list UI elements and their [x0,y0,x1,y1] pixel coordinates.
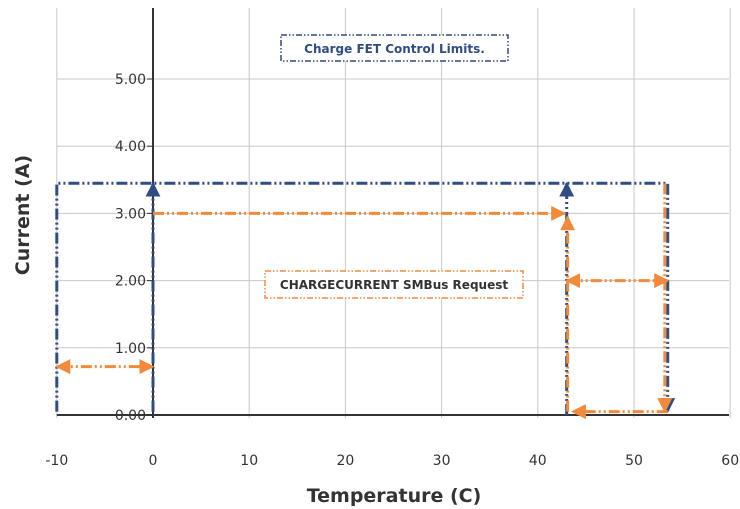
y-tick-label: 0.00 [115,408,146,424]
x-tick-label: 40 [529,453,547,469]
annotation-request: CHARGECURRENT SMBus Request [265,271,523,298]
y-tick-label: 1.00 [115,341,146,357]
y-tick-label: 2.00 [115,274,146,290]
y-tick-label: 4.00 [115,139,146,155]
tick-labels: -10 0 10 20 30 40 50 60 0.00 1.00 2.00 3.00 4.00 5.00 [45,72,739,469]
y-tick-label: 3.00 [115,206,146,222]
x-tick-label: -10 [45,453,68,469]
x-tick-label: 60 [721,453,739,469]
series-layer [57,183,668,415]
x-tick-label: 50 [625,453,643,469]
annotation-fet-text: Charge FET Control Limits. [304,42,485,56]
x-axis-title: Temperature (C) [307,485,482,507]
x-tick-label: 10 [240,453,258,469]
x-tick-label: 0 [149,453,158,469]
annotation-request-text: CHARGECURRENT SMBus Request [280,278,508,292]
x-tick-label: 30 [433,453,451,469]
annotation-fet: Charge FET Control Limits. [281,35,508,61]
y-axis-title: Current (A) [12,155,34,275]
x-tick-label: 20 [336,453,354,469]
y-tick-label: 5.00 [115,72,146,88]
